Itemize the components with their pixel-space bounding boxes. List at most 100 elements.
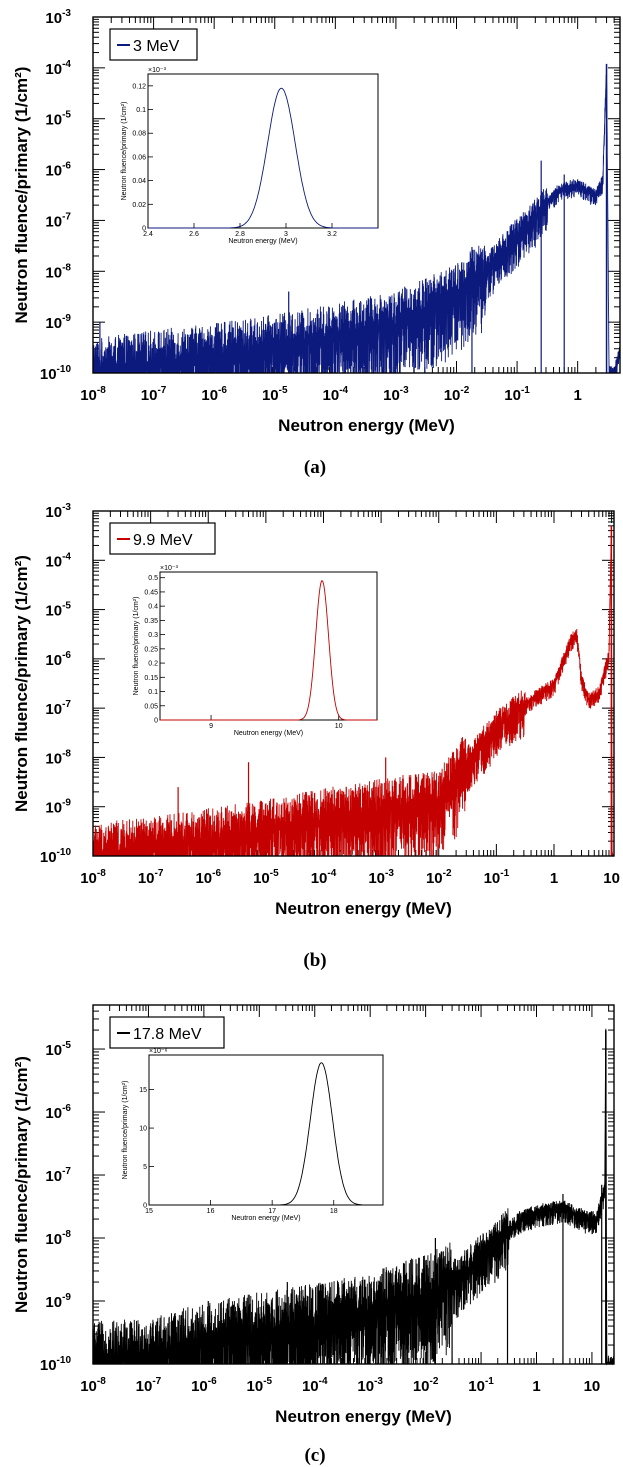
inset-frame: [147, 73, 379, 229]
x-tick-exponent: -8: [97, 385, 106, 396]
x-tick-exponent: -3: [374, 1376, 383, 1387]
inset-y-tick-label: 0.25: [144, 646, 158, 653]
inset-x-tick-label: 9: [209, 723, 213, 730]
y-tick-label: 10-9: [45, 313, 71, 332]
inset-chart: 15 16 17 18 0 5 10 15 ×10⁻⁶ Neutron energy (MeV) N…: [122, 1048, 384, 1222]
x-tick-base: 10: [357, 1378, 374, 1395]
inset-frame: [159, 571, 378, 721]
y-tick-label: 10-6: [45, 161, 71, 180]
legend-label: 9.9 MeV: [133, 532, 193, 549]
y-tick-base: 10: [45, 1168, 62, 1185]
y-tick-label: 10-9: [45, 1292, 71, 1311]
x-tick-exponent: -6: [212, 868, 221, 879]
x-tick-label: 10-2: [413, 1376, 439, 1395]
inset-y-tick-label: 5: [143, 1164, 147, 1171]
y-tick-base: 10: [45, 1231, 62, 1248]
y-tick-exponent: -3: [62, 502, 71, 513]
x-tick-exponent: -4: [319, 1376, 328, 1387]
x-tick-base: 10: [311, 870, 328, 887]
y-tick-exponent: -7: [62, 699, 71, 710]
inset-y-tick-label: 0.4: [148, 604, 158, 611]
x-tick-exponent: -7: [155, 868, 164, 879]
x-tick-label: 1: [550, 870, 558, 887]
inset-x-tick-label: 3.2: [327, 231, 337, 238]
x-tick-exponent: -1: [500, 868, 509, 879]
data-series-line: [92, 64, 621, 374]
inset-x-tick-label: 2.6: [189, 231, 199, 238]
x-tick-exponent: -7: [152, 1376, 161, 1387]
x-tick-exponent: -4: [327, 868, 336, 879]
inset-y-label: Neutron fluence/primary (1/cm²): [121, 102, 128, 201]
x-tick-base: 10: [138, 870, 155, 887]
inset-y-label: Neutron fluence/primary (1/cm²): [133, 597, 140, 696]
x-tick-label: 10-6: [195, 868, 221, 887]
x-tick-base: 10: [136, 1378, 153, 1395]
y-tick-base: 10: [45, 1042, 62, 1059]
chart-panel-2: 10-8 10-7 10-6 10-5 10-4 10-3 10-2 10-1 1 1010-10…: [12, 502, 620, 971]
y-tick-exponent: -6: [62, 161, 71, 172]
y-tick-exponent: -5: [62, 110, 71, 121]
x-tick-base: 10: [413, 1378, 430, 1395]
x-tick-label: 10-7: [141, 385, 167, 404]
y-tick-base: 10: [45, 652, 62, 669]
y-tick-base: 10: [45, 10, 62, 27]
y-axis-label: Neutron fluence/primary (1/cm²): [12, 1056, 31, 1313]
inset-y-tick-label: 0: [142, 226, 146, 233]
x-tick-label: 10-5: [247, 1376, 273, 1395]
x-tick-label: 10-4: [323, 385, 349, 404]
y-tick-label: 10-4: [45, 551, 71, 570]
inset-y-tick-label: 0.08: [132, 131, 146, 138]
inset-y-tick-label: 0.5: [148, 575, 158, 582]
inset-chart: 9 10 0 0.05 0.1 0.15 0.2 0.25 0.3 0.35 0.4 0.45 0.5×…: [133, 565, 378, 737]
y-tick-exponent: -7: [62, 1166, 71, 1177]
y-tick-base: 10: [45, 800, 62, 817]
x-tick-exponent: -5: [263, 1376, 272, 1387]
y-tick-exponent: -9: [62, 798, 71, 809]
x-tick-base: 1: [573, 387, 581, 404]
x-tick-base: 10: [262, 387, 279, 404]
inset-multiplier: ×10⁻³: [160, 565, 179, 572]
y-tick-base: 10: [40, 849, 57, 866]
x-tick-exponent: -2: [430, 1376, 439, 1387]
y-tick-exponent: -8: [62, 262, 71, 273]
y-tick-base: 10: [45, 264, 62, 281]
y-tick-label: 10-6: [45, 1103, 71, 1122]
x-tick-base: 10: [368, 870, 385, 887]
inset-y-tick-label: 0.05: [144, 703, 158, 710]
x-axis-label: Neutron energy (MeV): [275, 1407, 452, 1426]
inset-peak-curve: [149, 1062, 383, 1206]
x-tick-base: 10: [191, 1378, 208, 1395]
x-tick-base: 10: [383, 387, 400, 404]
y-tick-base: 10: [45, 504, 62, 521]
inset-x-tick-label: 15: [145, 1208, 153, 1215]
legend: 17.8 MeV: [109, 1016, 225, 1049]
inset-y-tick-label: 0.06: [132, 154, 146, 161]
y-tick-label: 10-8: [45, 1229, 71, 1248]
y-tick-label: 10-10: [40, 1355, 72, 1374]
x-tick-label: 10-4: [302, 1376, 328, 1395]
y-tick-exponent: -5: [62, 1040, 71, 1051]
y-tick-base: 10: [45, 1105, 62, 1122]
plot-frame: [92, 510, 615, 857]
x-tick-label: 10-6: [201, 385, 227, 404]
inset-y-tick-label: 0.1: [148, 689, 158, 696]
y-tick-label: 10-10: [40, 364, 72, 383]
chart-panel-3: 10-8 10-7 10-6 10-5 10-4 10-3 10-2 10-1 1 1010-10…: [12, 1004, 615, 1466]
x-tick-exponent: -8: [97, 868, 106, 879]
x-tick-base: 10: [195, 870, 212, 887]
y-tick-exponent: -4: [62, 551, 71, 562]
x-tick-base: 10: [444, 387, 461, 404]
x-tick-base: 10: [504, 387, 521, 404]
legend-label: 17.8 MeV: [133, 1026, 202, 1043]
data-series-line: [92, 536, 615, 857]
x-axis-label: Neutron energy (MeV): [278, 416, 455, 435]
panel-caption: (a): [304, 457, 326, 478]
inset-y-tick-label: 15: [139, 1087, 147, 1094]
y-tick-label: 10-3: [45, 8, 71, 27]
x-tick-label: 10: [584, 1378, 601, 1395]
inset-peak-curve: [160, 580, 377, 721]
y-tick-base: 10: [45, 61, 62, 78]
y-tick-label: 10-7: [45, 1166, 71, 1185]
y-tick-label: 10-6: [45, 650, 71, 669]
panel-caption: (c): [304, 1445, 325, 1466]
